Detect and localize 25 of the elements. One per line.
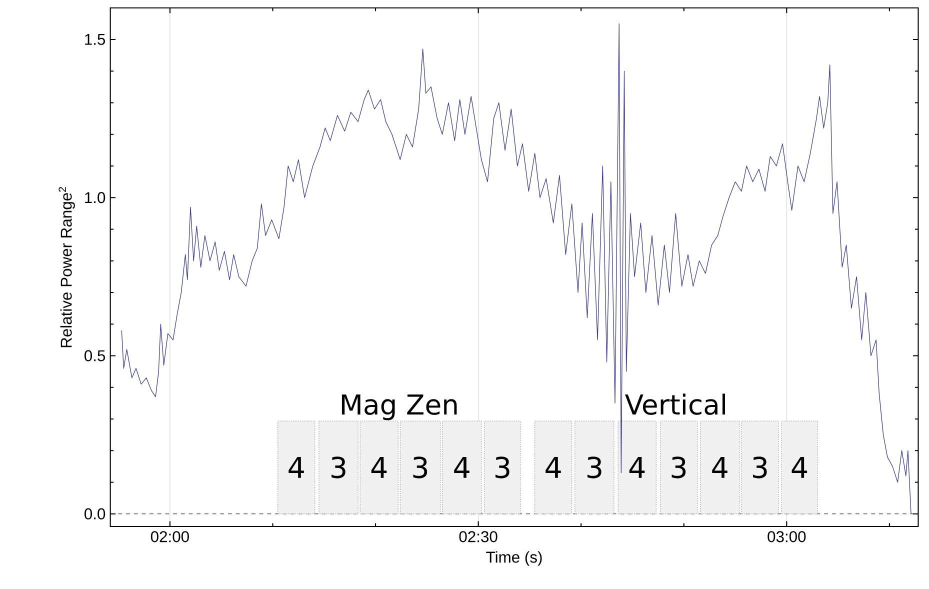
band-label: 3 [332, 456, 346, 478]
band-label: 3 [672, 456, 686, 478]
band-label: 3 [413, 456, 428, 478]
x-tick-label: 02:30 [459, 531, 498, 542]
y-axis-title: Relative Power Range$^{2}$ [58, 186, 75, 348]
y-tick-label: 0.5 [84, 350, 106, 362]
band-label: 3 [587, 456, 602, 478]
band-label: 3 [496, 456, 510, 478]
band-label: 4 [792, 456, 808, 478]
annotation: Vertical [624, 394, 725, 415]
y-tick-label: 0.0 [84, 508, 106, 520]
band-label: 4 [454, 456, 470, 478]
y-tick-label: 1.0 [85, 192, 106, 204]
x-tick-label: 02:00 [150, 531, 189, 542]
band-label: 4 [629, 456, 645, 478]
band-label: 4 [546, 456, 561, 478]
y-tick-label: 1.5 [85, 34, 106, 45]
annotation: Mag Zen [342, 394, 457, 420]
x-axis-title: Time (s) [486, 551, 542, 566]
line-series [121, 23, 912, 514]
x-tick-label: 03:00 [768, 531, 806, 542]
band-label: 3 [752, 456, 767, 478]
band-label: 4 [288, 456, 304, 478]
band-label: 4 [371, 456, 387, 478]
band-label: 4 [712, 456, 728, 478]
